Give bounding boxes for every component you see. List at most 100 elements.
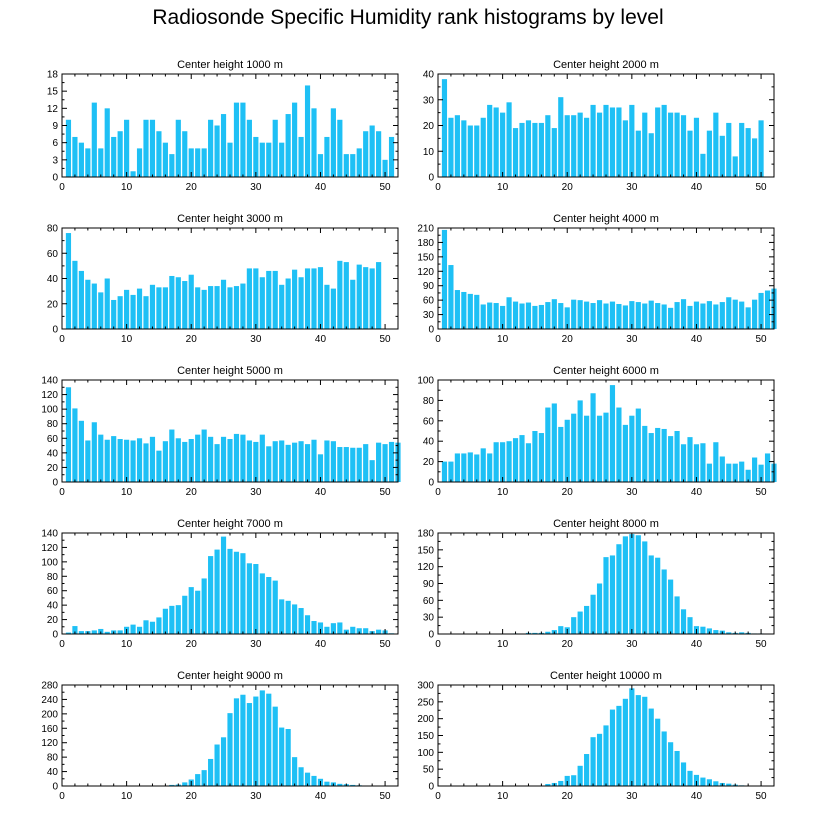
bar [693, 444, 700, 482]
bar [706, 463, 712, 482]
bar [693, 117, 700, 177]
bar [304, 85, 311, 177]
bar [130, 624, 136, 634]
bar [279, 142, 285, 177]
x-tick-label: 0 [59, 487, 65, 498]
y-tick-label: 60 [423, 296, 435, 307]
panel-title: Center height 2000 m [553, 59, 659, 71]
x-tick-label: 0 [59, 639, 65, 650]
y-tick-label: 80 [47, 753, 59, 764]
bar [622, 698, 628, 786]
y-tick-label: 40 [423, 70, 435, 81]
bar [655, 557, 661, 634]
y-tick-label: 250 [417, 697, 434, 708]
bar [292, 269, 298, 329]
bar [603, 557, 609, 634]
panel-title: Center height 6000 m [553, 365, 659, 377]
bar [369, 268, 375, 329]
bar [188, 587, 194, 634]
x-tick-label: 50 [380, 182, 392, 193]
bar [175, 277, 181, 329]
bar [246, 703, 252, 786]
bar [182, 782, 188, 786]
x-tick-label: 30 [250, 791, 262, 802]
bar [590, 393, 596, 482]
bar [726, 122, 732, 177]
bar [272, 706, 278, 786]
bar [642, 112, 648, 177]
bar [72, 260, 78, 329]
x-tick-label: 50 [380, 791, 392, 802]
bar [72, 408, 78, 482]
y-tick-label: 200 [41, 709, 58, 720]
x-tick-label: 20 [186, 487, 198, 498]
bar [584, 754, 590, 786]
panel-7: Center height 7000 m 0 10 20 30 40 50 0 20 40 60 80… [41, 518, 399, 650]
bar [558, 780, 564, 786]
bar [124, 119, 130, 177]
bar [233, 286, 240, 329]
bar [480, 304, 486, 329]
y-tick-label: 180 [417, 529, 434, 540]
bar [584, 605, 590, 634]
x-tick-label: 10 [497, 791, 509, 802]
bar [136, 626, 143, 634]
bar [227, 548, 233, 634]
bar [124, 439, 130, 482]
bar [564, 115, 570, 177]
bar [571, 775, 577, 786]
bar [616, 303, 622, 329]
bar [680, 762, 687, 786]
bar [706, 779, 712, 786]
panel-10: Center height 10000 m 0 10 20 30 40 50 0 50 100 15… [417, 670, 775, 802]
bar [467, 125, 473, 177]
y-tick-label: 20 [47, 615, 59, 626]
bar [233, 102, 240, 177]
x-tick-label: 40 [315, 182, 327, 193]
panel-2: Center height 2000 m 0 10 20 30 40 50 0 10 20 30 40 [423, 59, 775, 193]
bar [590, 594, 596, 634]
x-tick-label: 0 [435, 334, 441, 345]
bar [454, 290, 460, 329]
y-tick-label: 100 [41, 405, 58, 416]
bar [674, 112, 680, 177]
bar [272, 119, 278, 177]
bar [732, 156, 738, 177]
y-tick-label: 60 [47, 586, 59, 597]
panel-title: Center height 10000 m [550, 670, 662, 682]
bar [596, 583, 603, 634]
bar [467, 293, 473, 329]
bar [136, 148, 143, 177]
figure-title: Radiosonde Specific Humidity rank histog… [152, 6, 664, 29]
bar [363, 267, 369, 329]
bar [343, 262, 349, 329]
bar [448, 461, 454, 482]
bar [78, 270, 84, 329]
bar [706, 130, 712, 177]
bar [285, 114, 291, 177]
bar [506, 297, 512, 329]
bar [324, 440, 330, 482]
bar [272, 441, 278, 482]
bar [648, 555, 654, 634]
bar [661, 304, 667, 329]
bar [214, 744, 220, 786]
bar [674, 302, 680, 329]
bar [680, 609, 687, 634]
bar [680, 444, 687, 482]
x-tick-label: 0 [59, 182, 65, 193]
bar [104, 439, 110, 482]
bar [98, 148, 104, 177]
bar [493, 303, 499, 329]
bar [279, 284, 285, 329]
bar [337, 783, 343, 786]
bar [635, 695, 641, 786]
bar [538, 122, 544, 177]
panel-3: Center height 3000 m 0 10 20 30 40 50 0 20 40 60 80 [47, 213, 399, 345]
bar [324, 284, 330, 329]
bar [195, 148, 201, 177]
y-tick-label: 60 [47, 434, 59, 445]
bar [532, 632, 538, 634]
bar [584, 415, 590, 482]
bar [745, 307, 751, 329]
